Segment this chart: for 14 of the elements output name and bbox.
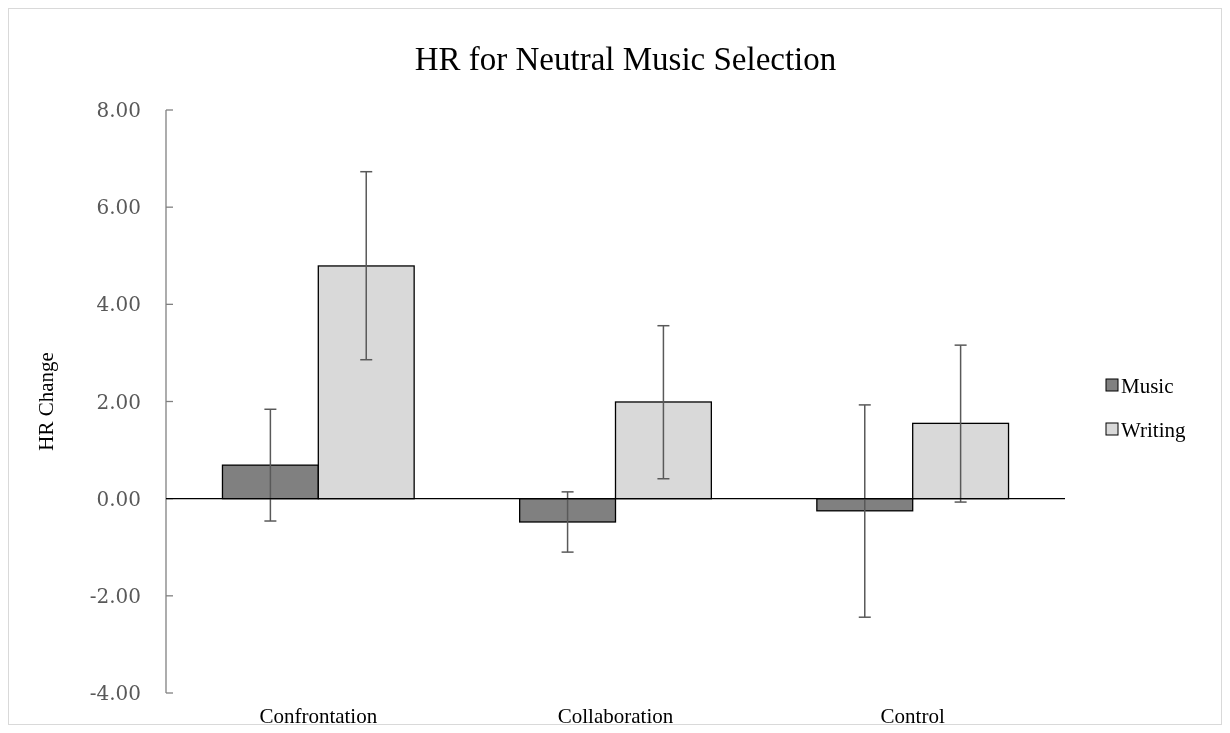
x-tick-label: Collaboration — [557, 704, 674, 728]
x-tick-label: Confrontation — [259, 704, 378, 728]
y-tick-label: 2.00 — [96, 389, 141, 414]
y-tick-label: -4.00 — [89, 681, 141, 705]
y-tick-label: 4.00 — [96, 292, 141, 317]
y-tick-label: 8.00 — [96, 98, 141, 122]
x-tick-label: Control — [880, 704, 945, 728]
legend-label: Music — [1121, 374, 1174, 399]
legend-label: Writing — [1121, 418, 1186, 443]
chart-title: HR for Neutral Music Selection — [414, 41, 837, 77]
y-tick-label: -2.00 — [89, 583, 141, 608]
y-axis-title: HR Change — [34, 352, 58, 451]
y-tick-label: 6.00 — [96, 195, 141, 220]
y-tick-label: 0.00 — [96, 486, 141, 511]
